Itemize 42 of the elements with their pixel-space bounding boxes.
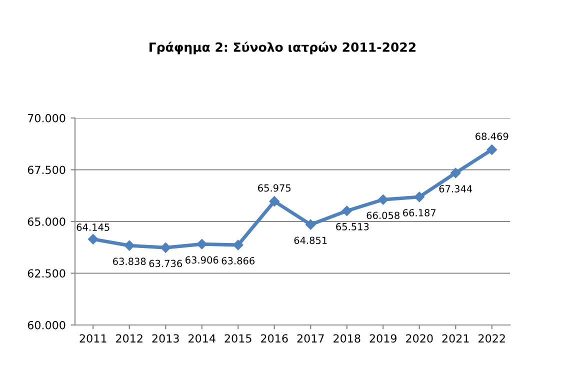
x-tick-label: 2014 [188, 334, 216, 343]
data-label: 67.344 [439, 185, 472, 192]
y-tick-label: 62.500 [28, 269, 66, 278]
x-tick-label: 2020 [406, 334, 433, 343]
point [233, 240, 244, 250]
x-tick-label: 2016 [261, 334, 288, 343]
point [414, 192, 424, 202]
data-label: 66.187 [403, 209, 436, 216]
data-label: 63.736 [149, 260, 182, 268]
data-label: 66.058 [366, 212, 400, 220]
point [342, 206, 352, 216]
data-label: 63.906 [186, 256, 218, 264]
data-label: 65.513 [336, 223, 369, 230]
x-tick-label: 2013 [152, 334, 179, 343]
y-tick-label: 67.500 [28, 166, 66, 174]
x-tick-label: 2018 [334, 334, 360, 343]
x-tick-label: 2021 [442, 334, 469, 343]
point [196, 239, 207, 250]
y-tick-label: 60.000 [28, 320, 66, 330]
point [450, 168, 461, 178]
point [486, 144, 497, 155]
data-label: 64.851 [294, 236, 327, 244]
data-label: 63.866 [222, 257, 255, 264]
data-label: 64.145 [76, 224, 110, 231]
data-label: 63.838 [113, 258, 146, 266]
x-tick-label: 2022 [478, 334, 505, 343]
x-tick-label: 2011 [80, 334, 106, 343]
data-label: 68.469 [476, 132, 508, 140]
point [124, 240, 134, 251]
x-tick-label: 2012 [116, 334, 142, 343]
point [306, 219, 316, 230]
x-tick-label: 2015 [224, 334, 252, 343]
point [269, 196, 280, 206]
x-tick-label: 2019 [370, 334, 396, 343]
point [88, 234, 98, 244]
point [378, 194, 388, 205]
chart-title: Γράφημα 2: Σύνολο ιατρών 2011-2022 [150, 42, 416, 54]
y-tick-label: 70.000 [28, 114, 66, 122]
data-label: 65.975 [258, 184, 291, 192]
x-tick-label: 2017 [297, 334, 324, 343]
point [160, 242, 171, 253]
y-tick-label: 65.000 [28, 217, 66, 226]
